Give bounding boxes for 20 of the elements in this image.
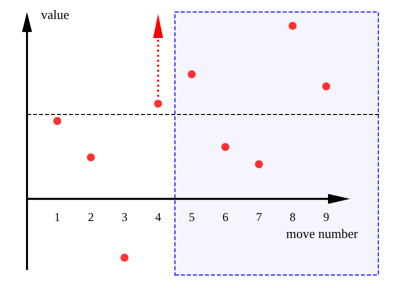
point [322,82,330,90]
x-tick-label: 1 [54,210,60,224]
point [221,142,230,151]
x-tick-label: 7 [256,210,262,224]
point [53,117,62,126]
x-tick-label: 2 [88,210,94,224]
point [288,22,297,30]
point [86,153,95,162]
x-tick-label: 9 [323,210,330,224]
y-axis-title: value [41,7,70,22]
x-tick-label: 5 [188,210,195,224]
point [154,100,162,108]
point [254,160,263,168]
point [188,70,196,78]
x-tick-label: 6 [222,210,228,224]
x-tick-label: 4 [155,210,162,224]
x-tick-label: 3 [121,210,128,224]
x-tick-label: 8 [290,210,296,224]
x-axis-title: move number [286,226,359,241]
point [120,254,128,262]
